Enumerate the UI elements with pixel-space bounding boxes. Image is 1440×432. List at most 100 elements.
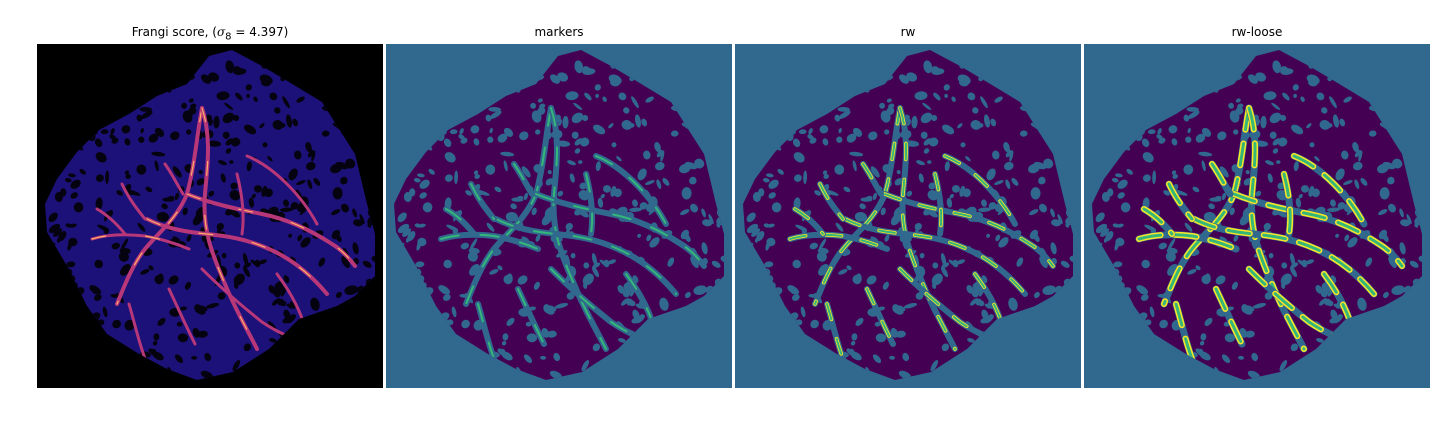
- tissue-pore: [978, 123, 984, 128]
- tissue-pore: [926, 208, 938, 218]
- tissue-pore: [771, 202, 782, 213]
- tissue-pore: [58, 231, 67, 242]
- tissue-pore: [531, 207, 537, 216]
- vessel-highlight: [186, 193, 356, 267]
- tissue-pore: [95, 152, 107, 163]
- tissue-pore: [1114, 239, 1120, 251]
- tissue-pore: [225, 60, 235, 74]
- tissue-pore: [523, 354, 533, 364]
- tissue-pore: [1038, 176, 1046, 185]
- tissue-pore: [1339, 118, 1346, 127]
- tissue-pore: [977, 300, 985, 307]
- vessel-layer: [90, 106, 357, 366]
- tissue-pore: [523, 192, 529, 201]
- tissue-pore: [541, 213, 553, 226]
- tissue-pore: [73, 202, 84, 213]
- tissue-pore: [1171, 138, 1178, 146]
- tissue-pore: [838, 110, 851, 120]
- tissue-pore: [228, 208, 240, 218]
- tissue-pore: [458, 134, 465, 140]
- tissue-pore: [443, 138, 452, 148]
- tissue-pore: [931, 68, 945, 75]
- tissue-pore: [610, 185, 617, 197]
- tissue-pore: [145, 186, 153, 193]
- tissue-pore: [1235, 98, 1241, 103]
- tissue-pore: [216, 222, 224, 231]
- tissue-pore: [884, 234, 890, 242]
- tissue-pore: [886, 98, 892, 103]
- tissue-pore: [224, 102, 234, 111]
- tissue-pore: [1115, 173, 1123, 178]
- tissue-pore: [519, 131, 529, 141]
- tissue-pore: [919, 253, 925, 259]
- tissue-pore: [254, 185, 262, 193]
- tissue-pore: [1009, 150, 1014, 162]
- tissue-pore: [362, 260, 372, 268]
- tissue-pore: [272, 120, 284, 130]
- tissue-pore: [894, 307, 904, 315]
- tissue-pore: [1358, 150, 1363, 162]
- tissue-pore: [708, 214, 714, 225]
- tissue-pore: [200, 227, 206, 233]
- tissue-pore: [341, 203, 349, 213]
- vessel-segment: [1142, 207, 1174, 236]
- tissue-pore: [341, 256, 350, 269]
- tissue-pore: [138, 136, 145, 143]
- tissue-pore: [807, 134, 814, 140]
- tissue-pore: [1112, 223, 1119, 228]
- tissue-pore: [918, 173, 924, 183]
- tissue-pore: [931, 114, 938, 122]
- tissue-pore: [1165, 251, 1176, 262]
- tissue-pore: [461, 319, 470, 329]
- tissue-pore: [662, 177, 670, 186]
- tissue-pore: [489, 127, 493, 134]
- tissue-pore: [1276, 160, 1281, 164]
- tissue-pore: [931, 273, 943, 286]
- tissue-pore: [1201, 127, 1212, 137]
- tissue-pore: [898, 370, 912, 380]
- tissue-pore: [1343, 96, 1352, 103]
- tissue-pore: [177, 333, 189, 343]
- tissue-pore: [1019, 130, 1028, 137]
- tissue-pore: [535, 129, 541, 135]
- tissue-pore: [711, 260, 721, 268]
- tissue-pore: [1117, 192, 1125, 199]
- tissue-pore: [1399, 242, 1406, 255]
- tissue-pore: [485, 114, 492, 122]
- tissue-pore: [79, 168, 86, 175]
- tissue-pore: [501, 340, 507, 346]
- tissue-pore: [444, 152, 456, 163]
- tissue-pore: [946, 197, 953, 208]
- tissue-pore: [1030, 187, 1041, 200]
- tissue-pore: [1291, 124, 1304, 135]
- tissue-pore: [959, 185, 966, 197]
- tissue-pore: [629, 207, 643, 212]
- tissue-pore: [689, 176, 697, 185]
- tissue-pore: [632, 309, 640, 320]
- tissue-pore: [608, 74, 622, 85]
- tissue-pore: [654, 161, 665, 171]
- tissue-pore: [1306, 74, 1320, 85]
- tissue-pore: [1029, 229, 1039, 240]
- tissue-pore: [577, 208, 589, 218]
- tissue-pore: [1300, 96, 1305, 102]
- tissue-pore: [1295, 197, 1302, 208]
- tissue-pore: [618, 92, 627, 101]
- tissue-pore: [313, 177, 321, 186]
- tissue-pore: [956, 259, 965, 265]
- tissue-pore: [1268, 253, 1274, 259]
- tissue-pore: [318, 257, 326, 267]
- tissue-pore: [196, 178, 205, 186]
- tissue-pore: [288, 233, 292, 238]
- vessel-segment: [814, 107, 901, 305]
- tissue-pore: [1159, 319, 1168, 329]
- tissue-pore: [986, 168, 996, 181]
- tissue-pore: [751, 228, 761, 237]
- tissue-pore: [1117, 179, 1128, 189]
- tissue-pore: [1195, 133, 1206, 143]
- tissue-pore: [290, 202, 299, 210]
- tissue-pore: [1141, 138, 1150, 148]
- tissue-pore: [567, 160, 576, 166]
- tissue-pore: [310, 297, 320, 311]
- tissue-pore: [1354, 149, 1362, 158]
